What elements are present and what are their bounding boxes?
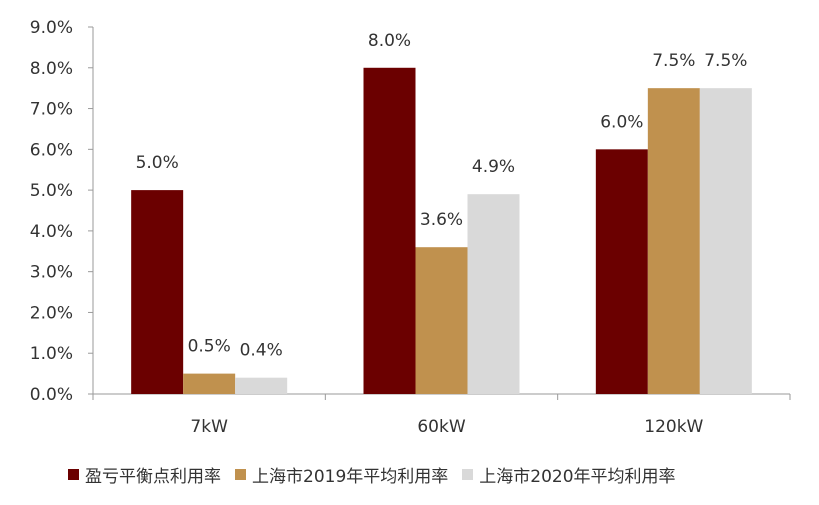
bar (363, 67, 416, 395)
x-axis: 7kW 60kW 120kW (92, 393, 791, 437)
y-tick-label: 8.0% (30, 59, 73, 79)
data-label: 0.5% (188, 337, 231, 357)
bar (595, 149, 648, 394)
legend-label-breakeven: 盈亏平衡点利用率 (85, 467, 221, 487)
bar (235, 377, 288, 394)
legend: 盈亏平衡点利用率 上海市2019年平均利用率 上海市2020年平均利用率 (68, 462, 676, 487)
x-tick-label: 60kW (417, 417, 465, 437)
legend-item-2019: 上海市2019年平均利用率 (235, 462, 448, 487)
y-tick-label: 7.0% (30, 100, 73, 120)
bar (415, 247, 468, 394)
y-tick-label: 4.0% (30, 222, 73, 242)
legend-swatch-2020 (462, 469, 474, 480)
y-axis: 0.0% 1.0% 2.0% 3.0% 4.0% 5.0% 6.0% 7.0% 8.0% 9.0% (30, 18, 94, 405)
bar (131, 190, 184, 394)
legend-swatch-2019 (235, 469, 246, 480)
bar (467, 194, 520, 394)
x-tick-label: 120kW (644, 417, 703, 437)
legend-label-2019: 上海市2019年平均利用率 (252, 467, 449, 487)
data-label: 4.9% (472, 157, 515, 177)
data-label: 3.6% (420, 210, 463, 230)
data-labels: 5.0% 0.5% 0.4% 8.0% 3.6% 4.9% 6.0% 7.5% 7.5% (136, 31, 748, 361)
y-tick-label: 3.0% (30, 263, 73, 283)
y-tick-label: 1.0% (30, 344, 73, 364)
x-tick-label: 7kW (190, 417, 228, 437)
y-tick-label: 6.0% (30, 140, 73, 160)
data-label: 7.5% (704, 51, 747, 71)
data-label: 6.0% (600, 112, 643, 132)
bar (699, 88, 752, 395)
y-tick-label: 5.0% (30, 181, 73, 201)
data-label: 7.5% (652, 51, 695, 71)
y-tick-label: 9.0% (30, 18, 73, 38)
bar (647, 88, 700, 395)
y-tick-label: 0.0% (30, 385, 73, 405)
bar-chart: 0.0% 1.0% 2.0% 3.0% 4.0% 5.0% 6.0% 7.0% 8.0% 9.0%… (30, 18, 791, 437)
data-label: 5.0% (136, 153, 179, 173)
data-label: 8.0% (368, 31, 411, 51)
legend-label-2020: 上海市2020年平均利用率 (479, 467, 676, 487)
bars (131, 67, 752, 395)
data-label: 0.4% (240, 341, 283, 361)
y-tick-label: 2.0% (30, 303, 73, 323)
legend-item-2020: 上海市2020年平均利用率 (462, 462, 676, 487)
bar (183, 373, 236, 394)
legend-swatch-breakeven (68, 469, 79, 480)
legend-item-breakeven: 盈亏平衡点利用率 (68, 462, 221, 487)
